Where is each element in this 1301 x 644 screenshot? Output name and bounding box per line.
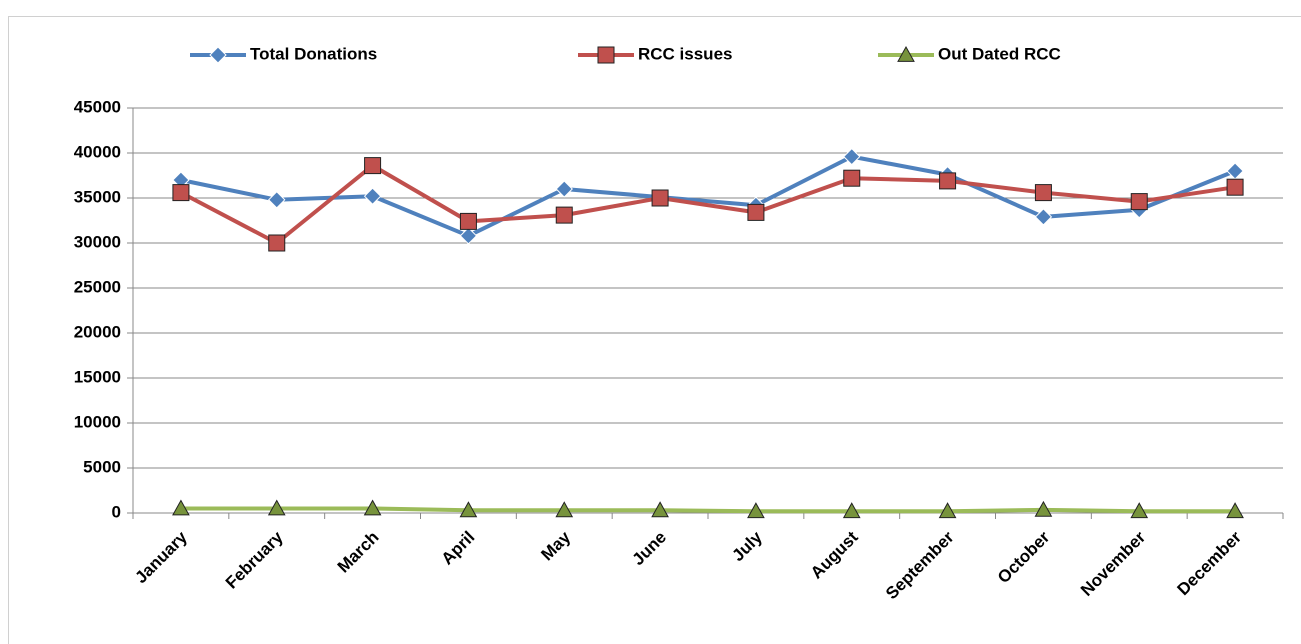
series-line — [179, 163, 1236, 245]
marker-diamond — [209, 46, 227, 64]
marker-triangle — [747, 502, 765, 519]
marker-square — [1034, 184, 1052, 202]
y-tick-label: 5000 — [83, 457, 121, 476]
y-tick-label: 35000 — [74, 187, 121, 206]
marker-diamond — [459, 227, 478, 245]
marker-triangle — [897, 45, 915, 62]
chart-frame — [8, 16, 1301, 644]
y-tick-label: 15000 — [74, 367, 121, 386]
marker-triangle — [842, 502, 861, 519]
legend-label: Out Dated RCC — [938, 44, 1061, 63]
series-line — [180, 154, 1236, 238]
marker-diamond — [1034, 208, 1053, 226]
y-tick-label: 30000 — [74, 232, 121, 251]
marker-square — [555, 206, 573, 224]
legend-label: Total Donations — [250, 44, 377, 63]
marker-square — [172, 184, 190, 202]
y-tick-label: 20000 — [74, 322, 121, 341]
marker-square — [364, 157, 382, 175]
series-line — [180, 506, 1236, 514]
marker-diamond — [268, 191, 286, 209]
marker-triangle — [172, 499, 190, 516]
marker-diamond — [843, 147, 861, 166]
marker-diamond — [555, 180, 573, 198]
marker-triangle — [459, 501, 478, 518]
marker-triangle — [1226, 502, 1244, 519]
marker-square — [1226, 178, 1244, 196]
marker-square — [1130, 193, 1148, 211]
marker-square — [843, 169, 861, 187]
marker-triangle — [1130, 502, 1149, 519]
marker-square — [459, 212, 477, 230]
marker-square — [939, 172, 957, 190]
y-tick-label: 10000 — [74, 412, 121, 431]
marker-square — [651, 189, 669, 207]
marker-triangle — [363, 499, 382, 516]
marker-square — [268, 234, 286, 252]
marker-triangle — [267, 499, 286, 516]
marker-triangle — [1034, 500, 1053, 517]
marker-square — [597, 46, 615, 64]
y-tick-label: 45000 — [74, 97, 121, 116]
marker-triangle — [651, 501, 669, 518]
legend-label: RCC issues — [638, 44, 732, 63]
marker-triangle — [555, 501, 574, 518]
marker-triangle — [938, 502, 957, 519]
y-tick-label: 0 — [112, 502, 121, 521]
y-tick-label: 40000 — [74, 142, 121, 161]
marker-square — [747, 203, 765, 221]
marker-diamond — [363, 187, 382, 205]
y-tick-label: 25000 — [74, 277, 121, 296]
